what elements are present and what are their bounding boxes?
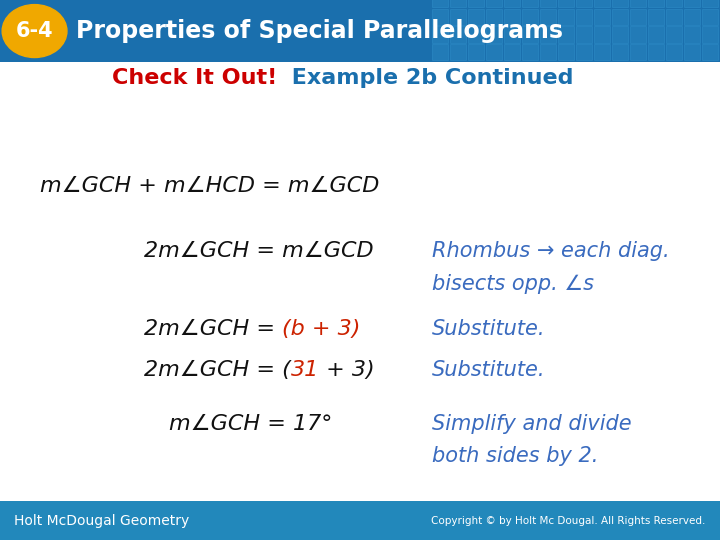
Text: Simplify and divide: Simplify and divide <box>432 414 631 434</box>
FancyBboxPatch shape <box>594 44 610 60</box>
FancyBboxPatch shape <box>468 44 484 60</box>
FancyBboxPatch shape <box>666 26 682 43</box>
FancyBboxPatch shape <box>504 9 520 25</box>
FancyBboxPatch shape <box>702 9 718 25</box>
FancyBboxPatch shape <box>522 0 538 7</box>
FancyBboxPatch shape <box>504 26 520 43</box>
Text: (b + 3): (b + 3) <box>282 319 361 340</box>
Text: Substitute.: Substitute. <box>432 360 546 380</box>
Text: 31: 31 <box>291 360 319 380</box>
FancyBboxPatch shape <box>576 44 592 60</box>
FancyBboxPatch shape <box>594 9 610 25</box>
Text: 6-4: 6-4 <box>16 21 53 41</box>
FancyBboxPatch shape <box>612 26 628 43</box>
FancyBboxPatch shape <box>450 9 466 25</box>
Text: m∠GCH = 17°: m∠GCH = 17° <box>169 414 333 434</box>
FancyBboxPatch shape <box>576 9 592 25</box>
FancyBboxPatch shape <box>504 0 520 7</box>
FancyBboxPatch shape <box>576 26 592 43</box>
FancyBboxPatch shape <box>630 26 646 43</box>
FancyBboxPatch shape <box>558 26 574 43</box>
FancyBboxPatch shape <box>0 501 720 540</box>
FancyBboxPatch shape <box>648 9 664 25</box>
Text: 2m∠GCH = (: 2m∠GCH = ( <box>144 360 291 380</box>
FancyBboxPatch shape <box>576 0 592 7</box>
Text: Check It Out!: Check It Out! <box>112 68 277 89</box>
FancyBboxPatch shape <box>486 26 502 43</box>
FancyBboxPatch shape <box>432 0 448 7</box>
FancyBboxPatch shape <box>630 0 646 7</box>
FancyBboxPatch shape <box>540 26 556 43</box>
FancyBboxPatch shape <box>630 44 646 60</box>
Text: Example 2b Continued: Example 2b Continued <box>284 68 574 89</box>
FancyBboxPatch shape <box>594 0 610 7</box>
FancyBboxPatch shape <box>540 9 556 25</box>
Text: Copyright © by Holt Mc Dougal. All Rights Reserved.: Copyright © by Holt Mc Dougal. All Right… <box>431 516 706 525</box>
FancyBboxPatch shape <box>486 44 502 60</box>
FancyBboxPatch shape <box>648 44 664 60</box>
FancyBboxPatch shape <box>612 0 628 7</box>
FancyBboxPatch shape <box>630 9 646 25</box>
Text: Holt McDougal Geometry: Holt McDougal Geometry <box>14 514 189 528</box>
FancyBboxPatch shape <box>432 26 448 43</box>
FancyBboxPatch shape <box>702 26 718 43</box>
Text: Properties of Special Parallelograms: Properties of Special Parallelograms <box>76 19 562 43</box>
Text: m∠GCH + m∠HCD = m∠GCD: m∠GCH + m∠HCD = m∠GCD <box>40 176 379 197</box>
FancyBboxPatch shape <box>702 0 718 7</box>
FancyBboxPatch shape <box>648 0 664 7</box>
FancyBboxPatch shape <box>648 26 664 43</box>
Text: both sides by 2.: both sides by 2. <box>432 446 598 467</box>
FancyBboxPatch shape <box>486 9 502 25</box>
FancyBboxPatch shape <box>450 44 466 60</box>
FancyBboxPatch shape <box>504 44 520 60</box>
FancyBboxPatch shape <box>558 0 574 7</box>
FancyBboxPatch shape <box>522 44 538 60</box>
FancyBboxPatch shape <box>468 0 484 7</box>
Text: Rhombus → each diag.: Rhombus → each diag. <box>432 241 670 261</box>
FancyBboxPatch shape <box>666 9 682 25</box>
Text: Substitute.: Substitute. <box>432 319 546 340</box>
FancyBboxPatch shape <box>522 26 538 43</box>
FancyBboxPatch shape <box>612 44 628 60</box>
FancyBboxPatch shape <box>684 44 700 60</box>
FancyBboxPatch shape <box>684 26 700 43</box>
Text: 2m∠GCH =: 2m∠GCH = <box>144 319 282 340</box>
FancyBboxPatch shape <box>450 26 466 43</box>
FancyBboxPatch shape <box>702 44 718 60</box>
Text: 2m∠GCH = m∠GCD: 2m∠GCH = m∠GCD <box>144 241 374 261</box>
FancyBboxPatch shape <box>468 9 484 25</box>
FancyBboxPatch shape <box>522 9 538 25</box>
FancyBboxPatch shape <box>432 44 448 60</box>
FancyBboxPatch shape <box>558 9 574 25</box>
Text: bisects opp. ∠s: bisects opp. ∠s <box>432 273 594 294</box>
FancyBboxPatch shape <box>486 0 502 7</box>
FancyBboxPatch shape <box>540 0 556 7</box>
FancyBboxPatch shape <box>666 44 682 60</box>
FancyBboxPatch shape <box>666 0 682 7</box>
FancyBboxPatch shape <box>558 44 574 60</box>
FancyBboxPatch shape <box>594 26 610 43</box>
FancyBboxPatch shape <box>432 9 448 25</box>
FancyBboxPatch shape <box>612 9 628 25</box>
FancyBboxPatch shape <box>684 9 700 25</box>
FancyBboxPatch shape <box>450 0 466 7</box>
FancyBboxPatch shape <box>0 0 720 62</box>
FancyBboxPatch shape <box>540 44 556 60</box>
Ellipse shape <box>2 5 67 57</box>
Text: + 3): + 3) <box>319 360 374 380</box>
FancyBboxPatch shape <box>468 26 484 43</box>
FancyBboxPatch shape <box>684 0 700 7</box>
